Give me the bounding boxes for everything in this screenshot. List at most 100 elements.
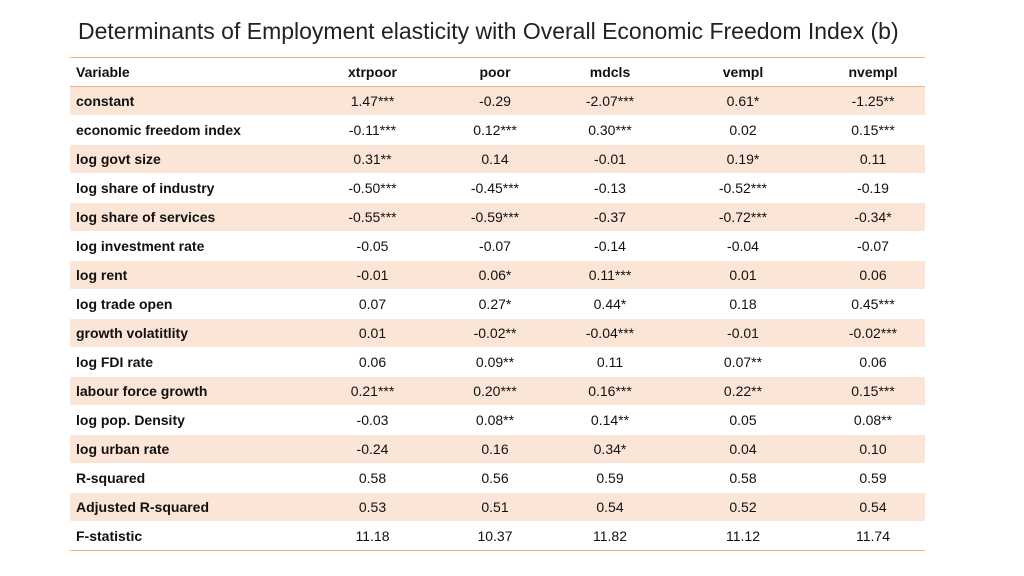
table-row: log urban rate -0.24 0.16 0.34* 0.04 0.10: [70, 434, 925, 464]
table-cell: 10.37: [435, 521, 555, 551]
table-cell: 0.11: [555, 347, 665, 377]
table-cell: 0.59: [555, 463, 665, 493]
row-label: log urban rate: [70, 434, 310, 464]
table-cell: 0.09**: [435, 347, 555, 377]
table-cell: -0.11***: [310, 115, 435, 145]
table-cell: 0.07: [310, 289, 435, 319]
table-cell: 0.06: [821, 347, 925, 377]
row-label: R-squared: [70, 463, 310, 493]
table-cell: 0.21***: [310, 376, 435, 406]
table-cell: 0.04: [665, 434, 821, 464]
table-row: log FDI rate 0.06 0.09** 0.11 0.07** 0.06: [70, 347, 925, 377]
row-label: log govt size: [70, 144, 310, 174]
table-cell: -0.04: [665, 231, 821, 261]
table-cell: 1.47***: [310, 86, 435, 116]
row-label: economic freedom index: [70, 115, 310, 145]
table-cell: 0.14**: [555, 405, 665, 435]
table-cell: -0.01: [310, 260, 435, 290]
column-header: nvempl: [821, 57, 925, 87]
table-row: log trade open 0.07 0.27* 0.44* 0.18 0.45***: [70, 289, 925, 319]
table-cell: 0.10: [821, 434, 925, 464]
table-row: log rent -0.01 0.06* 0.11*** 0.01 0.06: [70, 260, 925, 290]
table-row: log investment rate -0.05 -0.07 -0.14 -0.04-…: [70, 231, 925, 261]
table-cell: 0.06: [821, 260, 925, 290]
row-label: growth volatitlity: [70, 318, 310, 348]
row-label: constant: [70, 86, 310, 116]
row-label: log rent: [70, 260, 310, 290]
table-cell: 0.53: [310, 492, 435, 522]
table-cell: 0.08**: [435, 405, 555, 435]
table-cell: -0.04***: [555, 318, 665, 348]
column-header: vempl: [665, 57, 821, 87]
column-header: mdcls: [555, 57, 665, 87]
table-row: economic freedom index -0.11*** 0.12*** 0.3…: [70, 115, 925, 145]
table-cell: -0.01: [665, 318, 821, 348]
table-cell: 0.34*: [555, 434, 665, 464]
row-label: labour force growth: [70, 376, 310, 406]
table-cell: 0.27*: [435, 289, 555, 319]
table-cell: -0.24: [310, 434, 435, 464]
table-cell: 0.58: [310, 463, 435, 493]
title: Determinants of Employment elasticity wi…: [78, 18, 899, 44]
table-cell: -0.02**: [435, 318, 555, 348]
header-row: Variable xtrpoor poor mdcls vempl nvempl: [70, 57, 925, 87]
row-label: Adjusted R-squared: [70, 492, 310, 522]
row-label: log share of services: [70, 202, 310, 232]
table-cell: -0.29: [435, 86, 555, 116]
table-cell: 0.08**: [821, 405, 925, 435]
table-cell: 0.16: [435, 434, 555, 464]
table-cell: -0.19: [821, 173, 925, 203]
column-header: poor: [435, 57, 555, 87]
table-cell: 0.19*: [665, 144, 821, 174]
table-cell: -0.45***: [435, 173, 555, 203]
table-cell: 0.11: [821, 144, 925, 174]
row-label: log FDI rate: [70, 347, 310, 377]
table-cell: 0.31**: [310, 144, 435, 174]
row-label: log pop. Density: [70, 405, 310, 435]
table-cell: -0.37: [555, 202, 665, 232]
table-cell: -0.07: [435, 231, 555, 261]
table-row: F-statistic 11.18 10.37 11.82 11.12 11.74: [70, 521, 925, 551]
table-cell: -0.52***: [665, 173, 821, 203]
table-row: growth volatitlity 0.01 -0.02** -0.04*** -0.…: [70, 318, 925, 348]
column-header: Variable: [70, 57, 310, 87]
row-label: F-statistic: [70, 521, 310, 551]
table-cell: -0.05: [310, 231, 435, 261]
table-cell: -0.72***: [665, 202, 821, 232]
table-row: log share of services -0.55*** -0.59*** -0.…: [70, 202, 925, 232]
table-cell: 0.11***: [555, 260, 665, 290]
table-cell: -0.13: [555, 173, 665, 203]
table-cell: 11.18: [310, 521, 435, 551]
table-cell: -0.50***: [310, 173, 435, 203]
table-cell: 0.15***: [821, 376, 925, 406]
row-label: log trade open: [70, 289, 310, 319]
table-cell: 11.82: [555, 521, 665, 551]
table-cell: -0.03: [310, 405, 435, 435]
regression-table: Variable xtrpoor poor mdcls vempl nvempl cons…: [70, 57, 925, 551]
table-cell: -0.59***: [435, 202, 555, 232]
table-cell: 0.07**: [665, 347, 821, 377]
table-row: log govt size 0.31** 0.14 -0.01 0.19* 0.11: [70, 144, 925, 174]
table-cell: 0.18: [665, 289, 821, 319]
table-cell: 0.05: [665, 405, 821, 435]
table-cell: 0.20***: [435, 376, 555, 406]
table-cell: -0.07: [821, 231, 925, 261]
table-cell: 0.01: [665, 260, 821, 290]
table-cell: 0.56: [435, 463, 555, 493]
table-cell: -0.01: [555, 144, 665, 174]
table-cell: 0.16***: [555, 376, 665, 406]
row-label: log investment rate: [70, 231, 310, 261]
table-cell: -0.02***: [821, 318, 925, 348]
table-row: Adjusted R-squared 0.53 0.51 0.54 0.52 0.54: [70, 492, 925, 522]
table-cell: -2.07***: [555, 86, 665, 116]
table-cell: 0.12***: [435, 115, 555, 145]
table-cell: 0.01: [310, 318, 435, 348]
table-cell: 0.51: [435, 492, 555, 522]
table-cell: 11.74: [821, 521, 925, 551]
table-cell: 11.12: [665, 521, 821, 551]
table-row: constant 1.47*** -0.29 -2.07*** 0.61* -1.25**: [70, 86, 925, 116]
table-cell: 0.02: [665, 115, 821, 145]
table-cell: 0.59: [821, 463, 925, 493]
table-cell: -0.14: [555, 231, 665, 261]
